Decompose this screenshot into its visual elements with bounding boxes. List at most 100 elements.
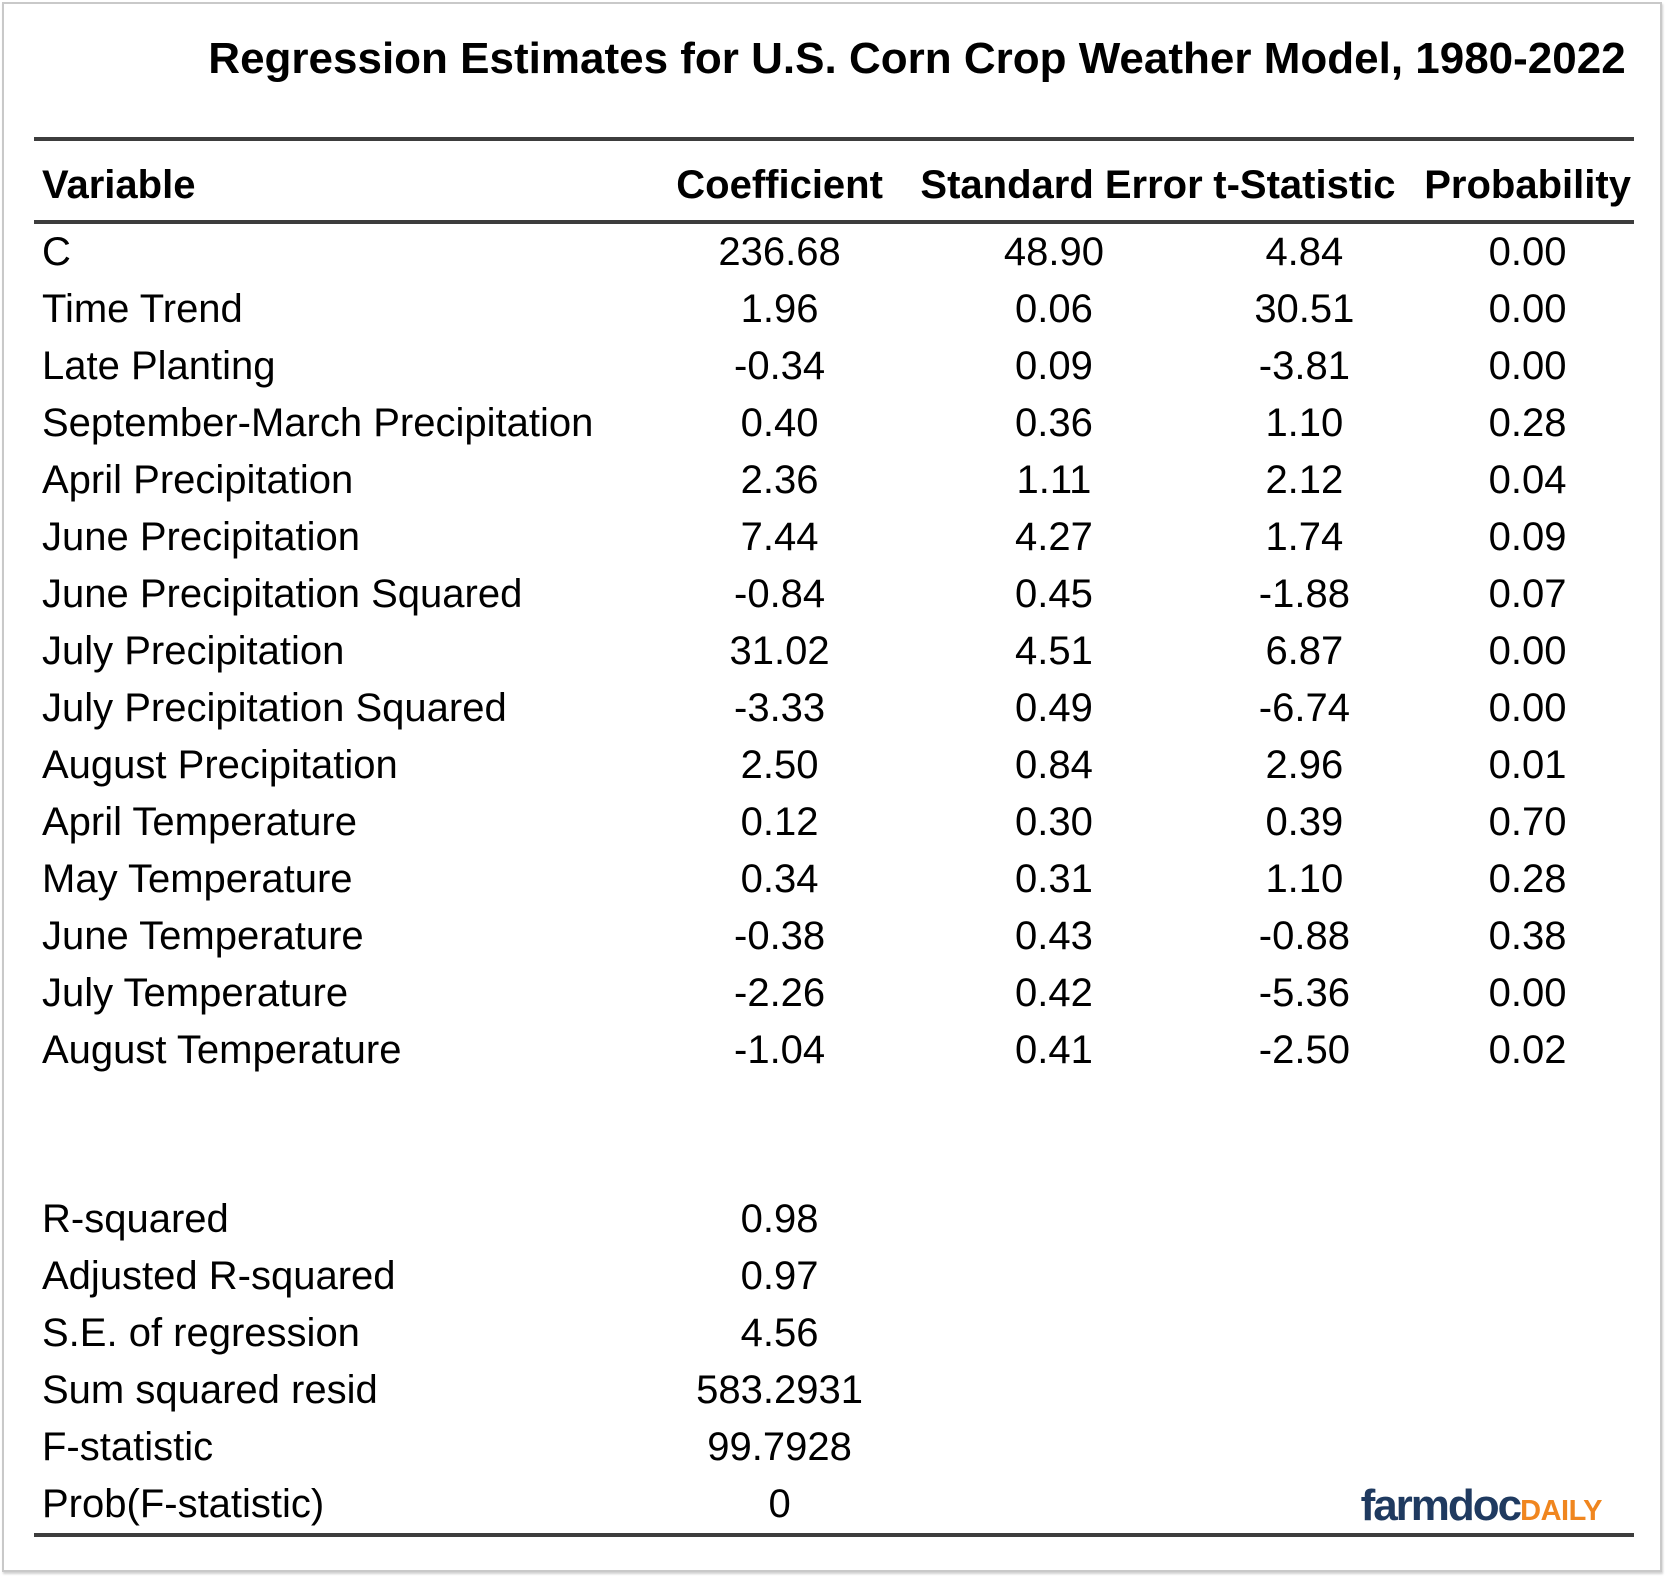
summary-value-cell: 0.97 bbox=[740, 1253, 819, 1298]
coefficient-cell: -0.34 bbox=[734, 343, 826, 388]
variable-cell: C bbox=[42, 229, 71, 274]
column-header-probability: Probability bbox=[1421, 136, 1634, 224]
variable-cell: April Precipitation bbox=[42, 457, 354, 502]
coefficient-cell: 1.96 bbox=[740, 286, 819, 331]
coefficient-cell: 0.34 bbox=[740, 856, 819, 901]
header-row: Variable Coefficient Standard Error t-St… bbox=[34, 136, 1634, 224]
probability-cell: 0.38 bbox=[1488, 913, 1567, 958]
summary-value-cell: 583.2931 bbox=[696, 1367, 864, 1412]
table-row: June Precipitation 7.44 4.27 1.74 0.09 bbox=[34, 509, 1634, 566]
t-statistic-cell: -5.36 bbox=[1258, 970, 1350, 1015]
summary-label-cell: Adjusted R-squared bbox=[42, 1253, 396, 1298]
summary-empty-cell bbox=[920, 1362, 1634, 1419]
standard-error-cell: 0.84 bbox=[1015, 742, 1093, 787]
summary-value-cell: 0.98 bbox=[740, 1196, 819, 1241]
variable-cell: Late Planting bbox=[42, 343, 276, 388]
standard-error-cell: 0.45 bbox=[1015, 571, 1093, 616]
probability-cell: 0.28 bbox=[1488, 400, 1567, 445]
spacer-row bbox=[34, 1079, 1634, 1191]
variable-cell: May Temperature bbox=[42, 856, 353, 901]
summary-empty-cell bbox=[920, 1191, 1634, 1248]
t-statistic-cell: -0.88 bbox=[1258, 913, 1350, 958]
standard-error-cell: 0.36 bbox=[1015, 400, 1093, 445]
summary-empty-cell bbox=[920, 1305, 1634, 1362]
spacer-cell bbox=[34, 1079, 1634, 1191]
coefficient-cell: -0.38 bbox=[734, 913, 826, 958]
t-statistic-cell: 1.10 bbox=[1265, 400, 1344, 445]
summary-value-cell: 99.7928 bbox=[707, 1424, 852, 1469]
summary-empty-cell bbox=[920, 1248, 1634, 1305]
column-header-coefficient: Coefficient bbox=[638, 136, 921, 224]
coefficient-cell: -0.84 bbox=[734, 571, 826, 616]
summary-label-cell: Prob(F-statistic) bbox=[42, 1481, 325, 1526]
variable-cell: June Temperature bbox=[42, 913, 364, 958]
probability-cell: 0.28 bbox=[1488, 856, 1567, 901]
standard-error-cell: 4.51 bbox=[1015, 628, 1093, 673]
summary-value-cell: 0 bbox=[768, 1481, 791, 1526]
table-row: May Temperature 0.34 0.31 1.10 0.28 bbox=[34, 851, 1634, 908]
standard-error-cell: 0.31 bbox=[1015, 856, 1093, 901]
probability-cell: 0.00 bbox=[1488, 343, 1567, 388]
summary-label-cell: S.E. of regression bbox=[42, 1310, 360, 1355]
table-row: August Precipitation 2.50 0.84 2.96 0.01 bbox=[34, 737, 1634, 794]
table-header: Variable Coefficient Standard Error t-St… bbox=[34, 136, 1634, 224]
standard-error-cell: 0.41 bbox=[1015, 1027, 1093, 1072]
standard-error-cell: 0.06 bbox=[1015, 286, 1093, 331]
variable-cell: August Temperature bbox=[42, 1027, 402, 1072]
variable-cell: July Temperature bbox=[42, 970, 349, 1015]
t-statistic-cell: -1.88 bbox=[1258, 571, 1350, 616]
table-row: April Precipitation 2.36 1.11 2.12 0.04 bbox=[34, 452, 1634, 509]
probability-cell: 0.00 bbox=[1488, 229, 1567, 274]
table-row: July Precipitation Squared -3.33 0.49 -6.74… bbox=[34, 680, 1634, 737]
coefficient-cell: 2.50 bbox=[740, 742, 819, 787]
standard-error-cell: 0.30 bbox=[1015, 799, 1093, 844]
farmdoc-daily-logo: farmdocDAILY bbox=[1361, 1484, 1603, 1528]
t-statistic-cell: -6.74 bbox=[1258, 685, 1350, 730]
standard-error-cell: 1.11 bbox=[1016, 457, 1092, 502]
summary-row: F-statistic 99.7928 bbox=[34, 1419, 1634, 1476]
variable-cell: August Precipitation bbox=[42, 742, 398, 787]
variable-cell: June Precipitation Squared bbox=[42, 571, 523, 616]
coefficient-cell: 31.02 bbox=[729, 628, 830, 673]
t-statistic-cell: 1.74 bbox=[1265, 514, 1344, 559]
probability-cell: 0.04 bbox=[1488, 457, 1567, 502]
table-row: C 236.68 48.90 4.84 0.00 bbox=[34, 222, 1634, 281]
table-row: April Temperature 0.12 0.30 0.39 0.70 bbox=[34, 794, 1634, 851]
standard-error-cell: 48.90 bbox=[1003, 229, 1105, 274]
t-statistic-cell: 2.12 bbox=[1265, 457, 1344, 502]
table-row: June Precipitation Squared -0.84 0.45 -1.88… bbox=[34, 566, 1634, 623]
standard-error-cell: 0.49 bbox=[1015, 685, 1093, 730]
summary-row: Sum squared resid 583.2931 bbox=[34, 1362, 1634, 1419]
summary-label-cell: Sum squared resid bbox=[42, 1367, 378, 1412]
logo-text-daily: DAILY bbox=[1520, 1495, 1602, 1527]
variable-cell: April Temperature bbox=[42, 799, 357, 844]
t-statistic-cell: -3.81 bbox=[1258, 343, 1350, 388]
coefficient-cell: 236.68 bbox=[718, 229, 841, 274]
probability-cell: 0.70 bbox=[1488, 799, 1567, 844]
coefficient-cell: 7.44 bbox=[740, 514, 819, 559]
table-row: Time Trend 1.96 0.06 30.51 0.00 bbox=[34, 281, 1634, 338]
probability-cell: 0.02 bbox=[1488, 1027, 1567, 1072]
coefficient-cell: -1.04 bbox=[734, 1027, 826, 1072]
table-row: August Temperature -1.04 0.41 -2.50 0.02 bbox=[34, 1022, 1634, 1079]
summary-label-cell: R-squared bbox=[42, 1196, 229, 1241]
regression-table-body: C 236.68 48.90 4.84 0.00 Time Trend 1.96 0.06 30… bbox=[34, 222, 1634, 1535]
t-statistic-cell: 0.39 bbox=[1265, 799, 1344, 844]
standard-error-cell: 0.43 bbox=[1015, 913, 1093, 958]
probability-cell: 0.00 bbox=[1488, 970, 1567, 1015]
variable-cell: Time Trend bbox=[42, 286, 243, 331]
probability-cell: 0.01 bbox=[1488, 742, 1567, 787]
table-row: June Temperature -0.38 0.43 -0.88 0.38 bbox=[34, 908, 1634, 965]
coefficient-cell: 2.36 bbox=[740, 457, 819, 502]
variable-cell: July Precipitation Squared bbox=[42, 685, 507, 730]
figure-title: Regression Estimates for U.S. Corn Crop … bbox=[208, 34, 1626, 83]
probability-cell: 0.00 bbox=[1488, 628, 1567, 673]
standard-error-cell: 0.42 bbox=[1015, 970, 1093, 1015]
column-header-t-statistic: t-Statistic bbox=[1187, 136, 1422, 224]
probability-cell: 0.00 bbox=[1488, 685, 1567, 730]
variable-cell: July Precipitation bbox=[42, 628, 345, 673]
probability-cell: 0.00 bbox=[1488, 286, 1567, 331]
table-row: July Temperature -2.26 0.42 -5.36 0.00 bbox=[34, 965, 1634, 1022]
summary-label-cell: F-statistic bbox=[42, 1424, 214, 1469]
table-row: July Precipitation 31.02 4.51 6.87 0.00 bbox=[34, 623, 1634, 680]
